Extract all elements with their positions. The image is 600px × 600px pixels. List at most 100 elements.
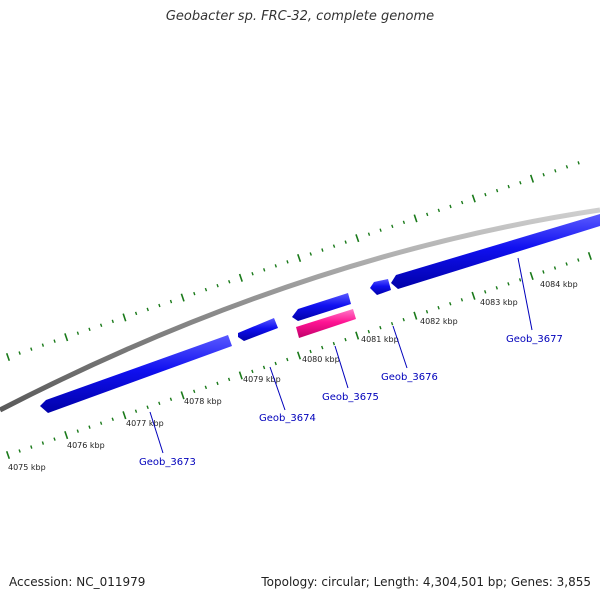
accession-label: Accession: NC_011979 [9,575,146,589]
inner-tick-34 [402,317,405,322]
inner-tick-44 [518,278,522,282]
inner-tick-33 [390,321,394,326]
outer-tick-23 [274,264,277,268]
kbp-label-7: 4082 kbp [420,317,458,326]
inner-tick-4 [53,437,56,441]
inner-tick-5 [64,431,69,440]
gene-geob-3675-forward-part[interactable] [292,293,351,321]
outer-tick-47 [554,169,557,173]
kbp-label-4: 4079 kbp [243,375,281,384]
kbp-label-2: 4077 kbp [126,419,164,428]
inner-tick-23 [274,361,277,366]
inner-tick-27 [321,345,324,350]
outer-tick-12 [146,307,149,312]
outer-tick-32 [379,228,382,232]
outer-tick-track [5,161,580,362]
gene-geob-3673[interactable] [40,335,232,413]
leader-geob-3675 [334,345,349,389]
outer-tick-22 [263,268,266,272]
genome-stats: Topology: circular; Length: 4,304,501 bp… [261,575,591,589]
inner-tick-46 [542,270,545,274]
leader-geob-3677 [517,257,533,331]
leader-geob-3676 [392,325,408,369]
gene-label-geob-3676[interactable]: Geob_3676 [381,372,438,383]
gene-geob-3676[interactable] [370,279,391,295]
inner-tick-8 [99,421,103,425]
inner-tick-14 [169,397,173,402]
outer-tick-2 [30,347,33,351]
inner-tick-21 [251,369,254,374]
inner-tick-track [5,251,592,460]
gene-geob-3674[interactable] [238,318,278,341]
outer-tick-45 [529,174,535,183]
inner-tick-41 [484,290,487,294]
outer-tick-8 [99,323,103,328]
genome-backbone [0,207,600,413]
outer-tick-29 [344,240,347,244]
outer-tick-43 [507,184,510,189]
inner-tick-16 [193,389,196,394]
inner-tick-38 [449,302,452,306]
gene-geob-3677[interactable] [391,214,600,289]
gene-geob-3675[interactable] [296,309,356,338]
gene-label-geob-3677[interactable]: Geob_3677 [506,334,563,345]
outer-tick-26 [309,252,312,256]
outer-tick-36 [426,212,429,217]
outer-tick-15 [180,293,185,302]
inner-tick-32 [379,325,382,330]
outer-tick-17 [204,287,208,292]
inner-tick-36 [425,309,429,314]
kbp-label-5: 4080 kbp [302,355,340,364]
outer-tick-33 [391,224,394,229]
outer-tick-49 [577,161,580,165]
kbp-label-0: 4075 kbp [8,463,46,472]
kbp-label-9: 4084 kbp [540,280,578,289]
outer-tick-27 [321,248,324,252]
inner-tick-37 [437,305,440,310]
outer-tick-24 [286,260,289,264]
outer-tick-44 [519,180,522,185]
outer-tick-3 [41,343,45,347]
gene-labels: Geob_3673 Geob_3674 Geob_3675 Geob_3676 … [139,334,563,468]
kbp-label-6: 4081 kbp [361,335,399,344]
outer-tick-6 [76,331,80,335]
inner-tick-35 [413,311,418,320]
inner-tick-30 [355,331,360,340]
outer-tick-5 [64,333,69,342]
inner-tick-39 [460,298,464,302]
outer-tick-9 [111,319,114,324]
outer-tick-10 [122,313,127,322]
kbp-label-8: 4083 kbp [480,298,518,307]
outer-tick-13 [158,303,161,308]
inner-tick-17 [204,385,208,390]
inner-tick-19 [227,377,231,382]
inner-tick-13 [158,401,161,406]
outer-tick-30 [355,234,360,243]
outer-tick-11 [134,311,138,316]
inner-tick-0 [5,450,11,460]
inner-tick-22 [262,365,266,370]
outer-tick-39 [460,200,464,205]
inner-tick-43 [507,282,510,286]
outer-tick-38 [449,204,452,209]
outer-tick-42 [495,188,499,193]
map-title: Geobacter sp. FRC-32, complete genome [165,9,435,24]
outer-tick-21 [251,272,254,276]
leader-geob-3673 [149,411,164,454]
inner-tick-20 [238,371,243,380]
inner-tick-3 [41,441,45,445]
inner-tick-47 [553,266,557,270]
inner-tick-9 [111,417,114,421]
outer-tick-7 [88,327,91,332]
gene-label-geob-3674[interactable]: Geob_3674 [259,413,316,424]
inner-tick-24 [286,357,289,362]
outer-tick-41 [484,192,487,197]
inner-tick-10 [122,411,127,420]
outer-tick-19 [228,279,231,284]
outer-tick-1 [18,351,21,355]
gene-label-geob-3675[interactable]: Geob_3675 [322,392,379,403]
inner-tick-2 [30,445,33,449]
gene-label-geob-3673[interactable]: Geob_3673 [139,457,196,468]
inner-tick-31 [367,329,370,334]
kbp-label-group: 4075 kbp 4076 kbp 4077 kbp 4078 kbp 4079 kbp… [8,280,578,472]
